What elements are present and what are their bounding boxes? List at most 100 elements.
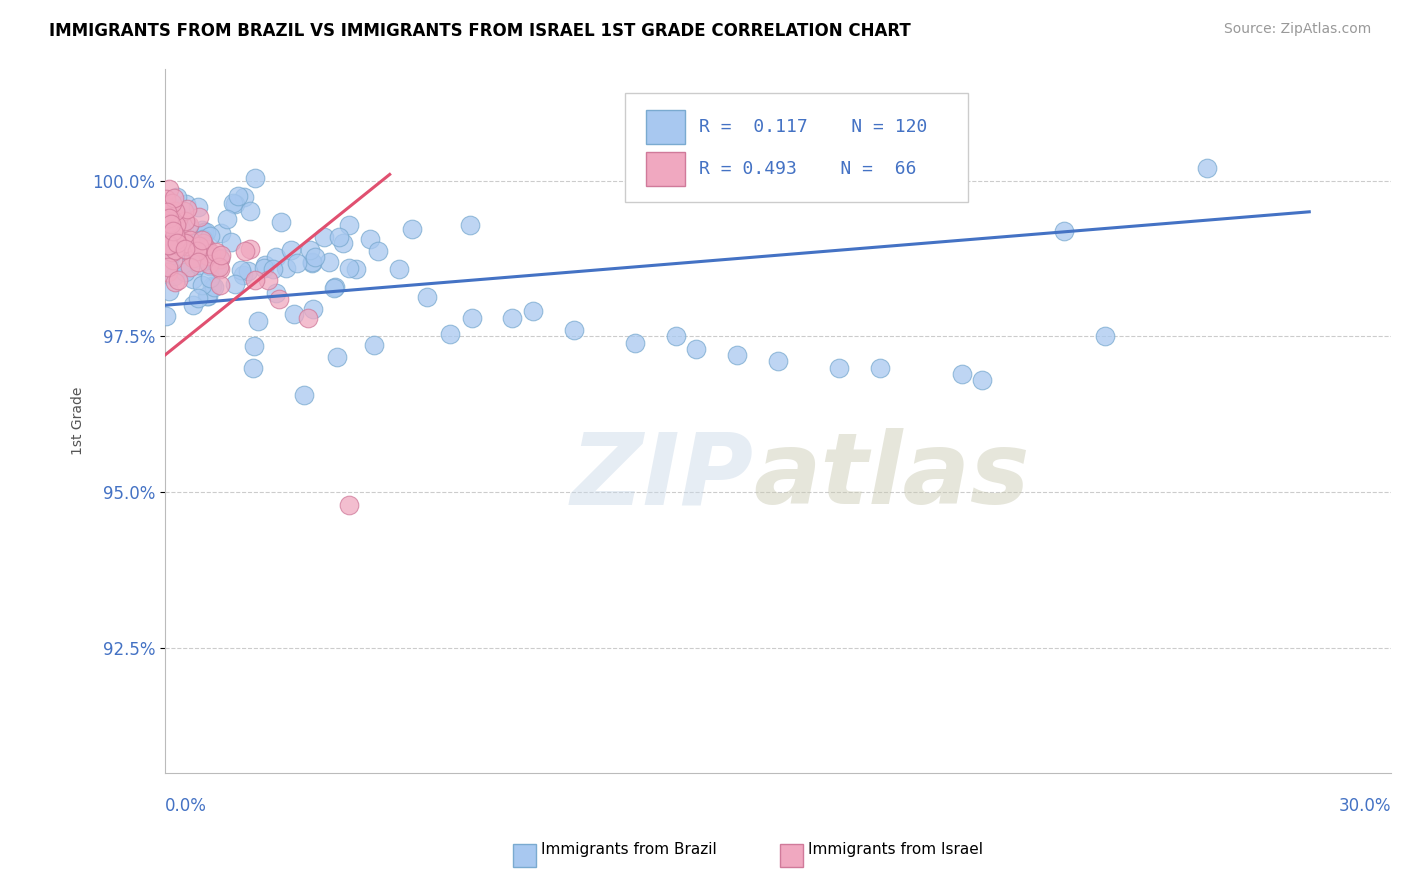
Point xyxy=(157,182,180,196)
Point xyxy=(200,270,222,285)
Point xyxy=(176,244,198,258)
Point xyxy=(163,268,186,283)
Point xyxy=(197,289,219,303)
Point xyxy=(198,257,221,271)
Point xyxy=(869,360,891,375)
Y-axis label: 1st Grade: 1st Grade xyxy=(72,386,86,455)
Point xyxy=(174,214,197,228)
Point xyxy=(1053,223,1076,237)
Point xyxy=(232,268,254,282)
Point xyxy=(262,261,284,276)
Point xyxy=(166,189,188,203)
Point xyxy=(337,218,360,232)
Point xyxy=(202,280,225,294)
Point xyxy=(233,244,256,258)
Point xyxy=(157,216,180,230)
Point xyxy=(191,232,214,246)
Point xyxy=(188,252,211,266)
Point xyxy=(188,238,211,252)
Point xyxy=(195,225,218,239)
Point xyxy=(201,279,224,293)
Point xyxy=(363,338,385,352)
Point xyxy=(188,238,211,252)
Text: R = 0.493    N =  66: R = 0.493 N = 66 xyxy=(699,161,917,178)
Point xyxy=(197,289,219,303)
Bar xyxy=(645,110,685,144)
Point xyxy=(332,235,354,250)
Point xyxy=(359,232,381,246)
Point xyxy=(187,258,209,272)
Point xyxy=(191,236,214,251)
Point xyxy=(160,195,183,210)
Point xyxy=(221,196,243,211)
Point xyxy=(160,247,183,261)
Point xyxy=(215,212,238,227)
Point xyxy=(458,219,481,233)
Point xyxy=(200,229,222,244)
Point xyxy=(292,388,315,402)
Point xyxy=(200,245,222,260)
Point xyxy=(159,261,181,276)
Point xyxy=(155,310,177,324)
Point xyxy=(208,260,231,274)
Point xyxy=(1094,329,1116,343)
Point xyxy=(205,245,228,260)
Point xyxy=(302,302,325,317)
Point xyxy=(162,245,184,260)
Point xyxy=(229,263,252,277)
Point xyxy=(163,275,186,289)
Text: 30.0%: 30.0% xyxy=(1339,797,1391,815)
Point xyxy=(193,226,215,240)
Point xyxy=(169,237,191,252)
Point xyxy=(163,218,186,232)
Point xyxy=(274,261,297,276)
Point xyxy=(209,226,232,240)
Point xyxy=(232,190,254,204)
Point xyxy=(253,258,276,272)
Point xyxy=(243,338,266,352)
Point xyxy=(157,211,180,225)
Point xyxy=(156,204,179,219)
Point xyxy=(187,254,209,268)
Point xyxy=(163,203,186,218)
Point xyxy=(270,215,292,229)
Point xyxy=(299,243,322,257)
Point xyxy=(179,260,201,274)
Text: R =  0.117    N = 120: R = 0.117 N = 120 xyxy=(699,118,928,136)
Point xyxy=(166,235,188,250)
Point xyxy=(326,350,349,364)
Point xyxy=(179,233,201,247)
Bar xyxy=(780,844,803,867)
Point xyxy=(156,201,179,215)
Point xyxy=(337,498,360,512)
Point xyxy=(165,218,187,232)
Point xyxy=(173,203,195,218)
Point xyxy=(160,211,183,226)
Point xyxy=(181,298,204,312)
Point xyxy=(950,367,973,381)
Point xyxy=(401,221,423,235)
Point xyxy=(160,217,183,231)
Point xyxy=(301,256,323,270)
Point xyxy=(169,239,191,253)
Text: 0.0%: 0.0% xyxy=(165,797,207,815)
Point xyxy=(181,271,204,285)
Point xyxy=(188,210,211,224)
Point xyxy=(224,197,246,211)
Point xyxy=(297,310,319,325)
Point xyxy=(280,243,302,257)
Point xyxy=(205,260,228,274)
Text: Immigrants from Brazil: Immigrants from Brazil xyxy=(541,842,717,856)
Point xyxy=(167,211,190,226)
Point xyxy=(174,197,197,211)
Point xyxy=(208,277,231,292)
Point xyxy=(219,235,242,249)
Point xyxy=(156,260,179,274)
Point xyxy=(157,237,180,252)
Point xyxy=(155,209,177,223)
Point xyxy=(246,314,269,328)
Bar xyxy=(513,844,536,867)
Point xyxy=(195,242,218,256)
Point xyxy=(624,335,647,350)
Point xyxy=(322,281,344,295)
